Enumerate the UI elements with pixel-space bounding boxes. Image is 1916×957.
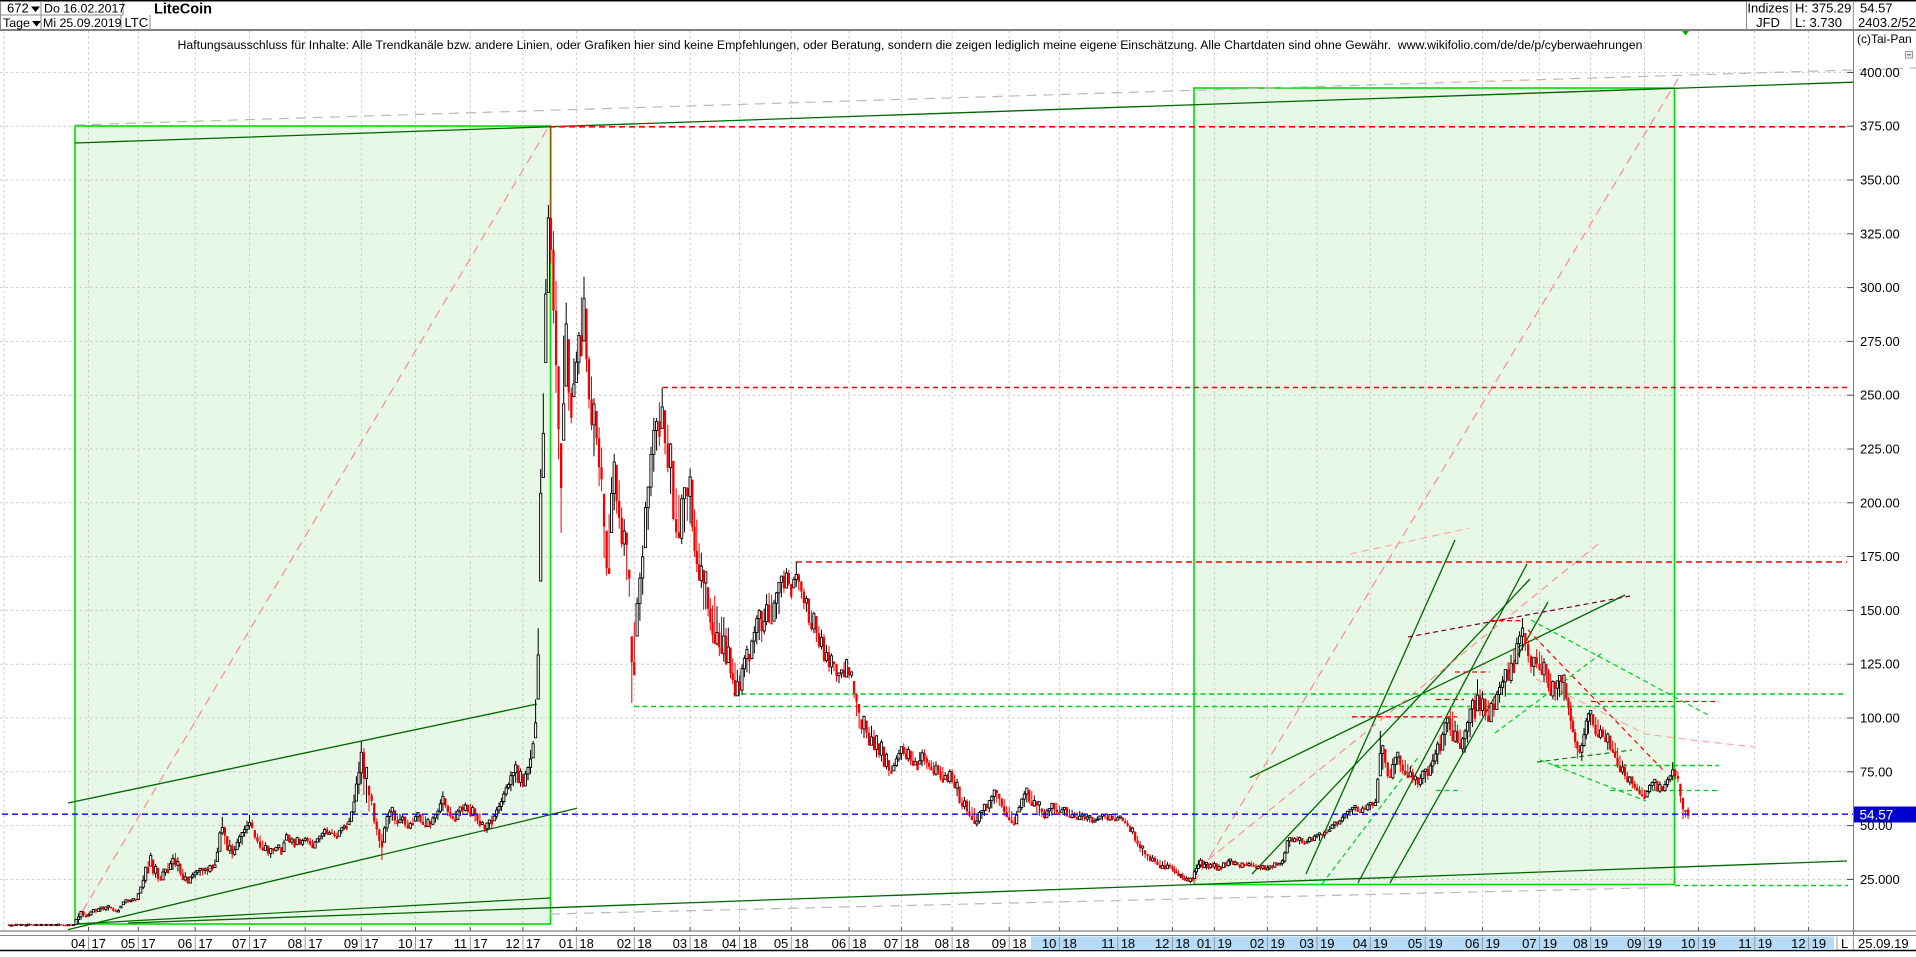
svg-text:19: 19 xyxy=(1320,936,1334,951)
svg-text:Do 16.02.2017: Do 16.02.2017 xyxy=(44,2,125,16)
svg-text:L: 3.730: L: 3.730 xyxy=(1795,15,1842,30)
svg-text:150.00: 150.00 xyxy=(1860,603,1900,618)
svg-text:(c)Tai-Pan: (c)Tai-Pan xyxy=(1857,32,1912,46)
svg-text:10: 10 xyxy=(398,936,412,951)
svg-text:17: 17 xyxy=(141,936,155,951)
svg-text:JFD: JFD xyxy=(1756,15,1780,30)
svg-text:18: 18 xyxy=(955,936,969,951)
svg-text:03: 03 xyxy=(673,936,687,951)
svg-text:17: 17 xyxy=(198,936,212,951)
svg-text:Haftungsausschluss für Inhalte: Haftungsausschluss für Inhalte: Alle Tre… xyxy=(178,38,1643,52)
svg-text:04: 04 xyxy=(722,936,736,951)
svg-text:H: 375.29: H: 375.29 xyxy=(1795,1,1851,16)
svg-text:12: 12 xyxy=(505,936,519,951)
svg-text:200.00: 200.00 xyxy=(1860,495,1900,510)
svg-text:54.57: 54.57 xyxy=(1860,1,1893,16)
svg-text:07: 07 xyxy=(232,936,246,951)
svg-text:06: 06 xyxy=(832,936,846,951)
svg-text:LiteCoin: LiteCoin xyxy=(154,2,212,18)
svg-text:75.00: 75.00 xyxy=(1860,764,1893,779)
svg-text:11: 11 xyxy=(454,936,468,951)
svg-text:05: 05 xyxy=(1408,936,1422,951)
svg-text:Indizes: Indizes xyxy=(1747,1,1789,16)
svg-text:08: 08 xyxy=(288,936,302,951)
svg-text:19: 19 xyxy=(1270,936,1284,951)
svg-text:18: 18 xyxy=(637,936,651,951)
svg-text:09: 09 xyxy=(992,936,1006,951)
svg-text:05: 05 xyxy=(774,936,788,951)
svg-text:10: 10 xyxy=(1042,936,1056,951)
svg-text:275.00: 275.00 xyxy=(1860,334,1900,349)
svg-text:04: 04 xyxy=(1353,936,1367,951)
svg-text:17: 17 xyxy=(253,936,267,951)
svg-text:175.00: 175.00 xyxy=(1860,549,1900,564)
svg-text:50.00: 50.00 xyxy=(1860,818,1893,833)
svg-text:18: 18 xyxy=(794,936,808,951)
svg-text:12: 12 xyxy=(1791,936,1805,951)
svg-text:19: 19 xyxy=(1701,936,1715,951)
svg-text:18: 18 xyxy=(743,936,757,951)
svg-text:19: 19 xyxy=(1217,936,1231,951)
svg-text:L: L xyxy=(1841,936,1848,951)
svg-text:08: 08 xyxy=(935,936,949,951)
svg-text:19: 19 xyxy=(1812,936,1826,951)
svg-text:19: 19 xyxy=(1648,936,1662,951)
svg-text:02: 02 xyxy=(1250,936,1264,951)
svg-text:300.00: 300.00 xyxy=(1860,280,1900,295)
svg-text:01: 01 xyxy=(1197,936,1211,951)
svg-text:05: 05 xyxy=(121,936,135,951)
svg-text:672: 672 xyxy=(7,1,29,16)
svg-text:09: 09 xyxy=(344,936,358,951)
svg-text:18: 18 xyxy=(1012,936,1026,951)
svg-text:19: 19 xyxy=(1486,936,1500,951)
svg-text:375.00: 375.00 xyxy=(1860,119,1900,134)
svg-text:06: 06 xyxy=(178,936,192,951)
svg-text:19: 19 xyxy=(1594,936,1608,951)
svg-text:18: 18 xyxy=(579,936,593,951)
svg-text:18: 18 xyxy=(1121,936,1135,951)
svg-text:12: 12 xyxy=(1155,936,1169,951)
svg-text:19: 19 xyxy=(1758,936,1772,951)
svg-text:2403.2/52: 2403.2/52 xyxy=(1858,15,1916,30)
svg-text:400.00: 400.00 xyxy=(1860,65,1900,80)
svg-text:11: 11 xyxy=(1101,936,1115,951)
svg-text:25.09.19: 25.09.19 xyxy=(1858,936,1909,951)
svg-text:17: 17 xyxy=(473,936,487,951)
svg-text:19: 19 xyxy=(1543,936,1557,951)
svg-text:100.00: 100.00 xyxy=(1860,711,1900,726)
svg-text:17: 17 xyxy=(92,936,106,951)
svg-text:17: 17 xyxy=(419,936,433,951)
svg-text:19: 19 xyxy=(1373,936,1387,951)
svg-text:18: 18 xyxy=(904,936,918,951)
svg-text:10: 10 xyxy=(1681,936,1695,951)
svg-text:18: 18 xyxy=(852,936,866,951)
svg-text:325.00: 325.00 xyxy=(1860,226,1900,241)
svg-text:06: 06 xyxy=(1465,936,1479,951)
svg-text:02: 02 xyxy=(617,936,631,951)
svg-text:07: 07 xyxy=(1522,936,1536,951)
svg-text:18: 18 xyxy=(693,936,707,951)
svg-text:25.000: 25.000 xyxy=(1860,872,1900,887)
svg-text:17: 17 xyxy=(308,936,322,951)
svg-text:250.00: 250.00 xyxy=(1860,388,1900,403)
svg-text:19: 19 xyxy=(1428,936,1442,951)
svg-text:18: 18 xyxy=(1062,936,1076,951)
svg-text:07: 07 xyxy=(884,936,898,951)
svg-text:17: 17 xyxy=(364,936,378,951)
svg-text:18: 18 xyxy=(1175,936,1189,951)
svg-text:08: 08 xyxy=(1573,936,1587,951)
svg-text:03: 03 xyxy=(1300,936,1314,951)
svg-text:350.00: 350.00 xyxy=(1860,173,1900,188)
svg-text:11: 11 xyxy=(1738,936,1752,951)
svg-text:Tage: Tage xyxy=(3,16,30,30)
svg-text:17: 17 xyxy=(526,936,540,951)
svg-text:125.00: 125.00 xyxy=(1860,657,1900,672)
svg-text:04: 04 xyxy=(71,936,85,951)
svg-text:225.00: 225.00 xyxy=(1860,442,1900,457)
svg-text:Mi 25.09.2019: Mi 25.09.2019 xyxy=(43,16,122,30)
svg-text:LTC: LTC xyxy=(125,15,149,30)
svg-text:09: 09 xyxy=(1627,936,1641,951)
svg-text:01: 01 xyxy=(559,936,573,951)
